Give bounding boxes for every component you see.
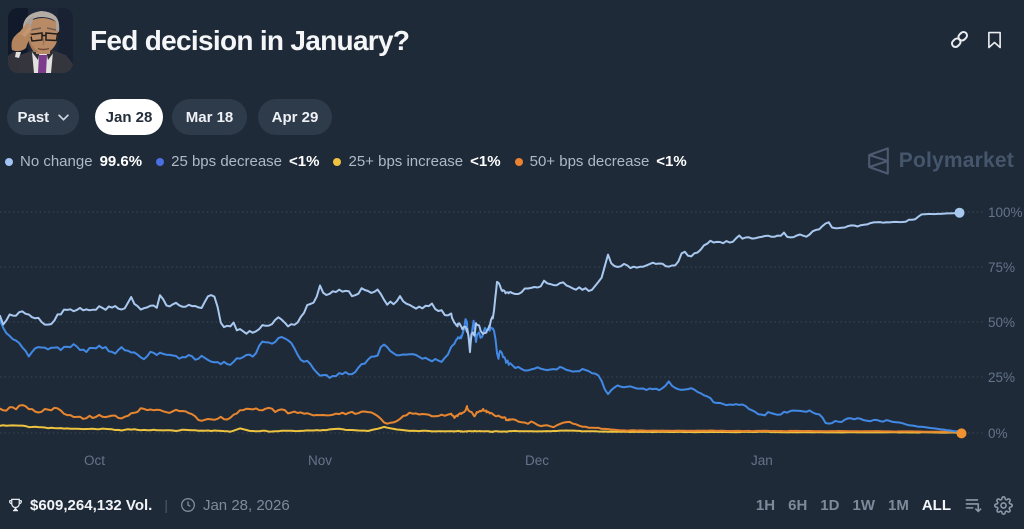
svg-text:0%: 0% — [988, 426, 1008, 441]
svg-text:Oct: Oct — [84, 453, 105, 468]
svg-text:50%: 50% — [988, 315, 1015, 330]
svg-text:Dec: Dec — [525, 453, 549, 468]
svg-text:Jan: Jan — [751, 453, 773, 468]
svg-text:Nov: Nov — [308, 453, 332, 468]
svg-text:25%: 25% — [988, 370, 1015, 385]
svg-text:100%: 100% — [988, 205, 1023, 220]
svg-text:75%: 75% — [988, 260, 1015, 275]
